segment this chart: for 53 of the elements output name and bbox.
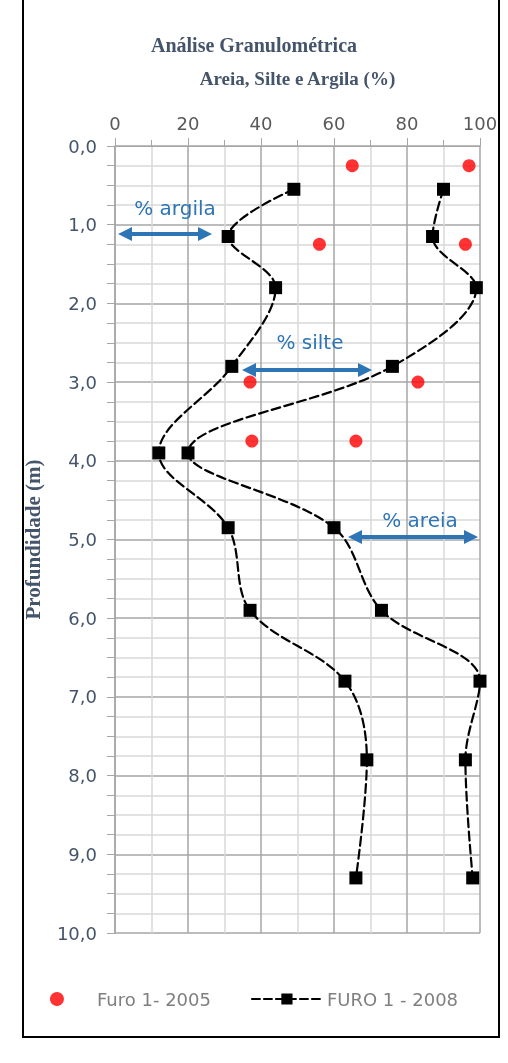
point bbox=[243, 603, 257, 617]
y-tick-label: 3,0 bbox=[68, 371, 97, 393]
y-tick-label: 7,0 bbox=[68, 686, 97, 708]
point bbox=[385, 359, 399, 373]
point bbox=[181, 446, 195, 460]
annotation: % silte bbox=[276, 330, 344, 354]
x-tick-label: 40 bbox=[249, 112, 273, 134]
point bbox=[473, 674, 487, 688]
legend-label: FURO 1 - 2008 bbox=[326, 988, 459, 1010]
point bbox=[327, 521, 341, 535]
x-tick-label: 80 bbox=[395, 112, 419, 134]
y-tick-label: 4,0 bbox=[68, 450, 97, 472]
point bbox=[349, 434, 363, 448]
y-tick-label: 5,0 bbox=[68, 529, 97, 550]
point bbox=[458, 753, 472, 767]
annotation: % argila bbox=[134, 196, 216, 220]
y-tick-label: 1,0 bbox=[68, 214, 97, 236]
point bbox=[437, 182, 450, 196]
point bbox=[426, 230, 440, 244]
chart-title: Análise Granulométrica bbox=[150, 34, 358, 56]
point bbox=[349, 871, 363, 885]
point bbox=[462, 159, 476, 173]
point bbox=[469, 281, 483, 295]
legend-label: Furo 1- 2005 bbox=[96, 988, 211, 1010]
point bbox=[466, 871, 480, 885]
point bbox=[374, 603, 388, 617]
point bbox=[360, 753, 374, 767]
point bbox=[243, 375, 257, 389]
point bbox=[221, 521, 235, 535]
point bbox=[221, 230, 235, 244]
x-axis-title: Areia, Silte e Argila (%) bbox=[199, 68, 396, 90]
point bbox=[411, 375, 425, 389]
y-tick-label: 10,0 bbox=[56, 922, 97, 944]
x-tick-label: 100 bbox=[462, 112, 498, 134]
point bbox=[345, 159, 359, 173]
x-tick-label: 60 bbox=[322, 112, 346, 134]
x-tick-label: 0 bbox=[109, 112, 121, 134]
point bbox=[338, 674, 352, 688]
point bbox=[287, 182, 301, 196]
y-tick-label: 6,0 bbox=[68, 607, 97, 629]
annotation: % areia bbox=[382, 508, 458, 532]
point bbox=[458, 237, 472, 251]
y-tick-label: 0,0 bbox=[68, 135, 97, 157]
y-tick-label: 2,0 bbox=[68, 292, 97, 314]
y-axis-title: Profundidade (m) bbox=[20, 459, 45, 620]
point bbox=[225, 359, 239, 373]
point bbox=[312, 237, 326, 251]
y-tick-label: 8,0 bbox=[68, 765, 97, 787]
point bbox=[269, 281, 283, 295]
x-tick-label: 20 bbox=[176, 112, 200, 134]
point bbox=[245, 434, 259, 448]
y-tick-label: 9,0 bbox=[68, 843, 97, 865]
point bbox=[152, 446, 166, 460]
